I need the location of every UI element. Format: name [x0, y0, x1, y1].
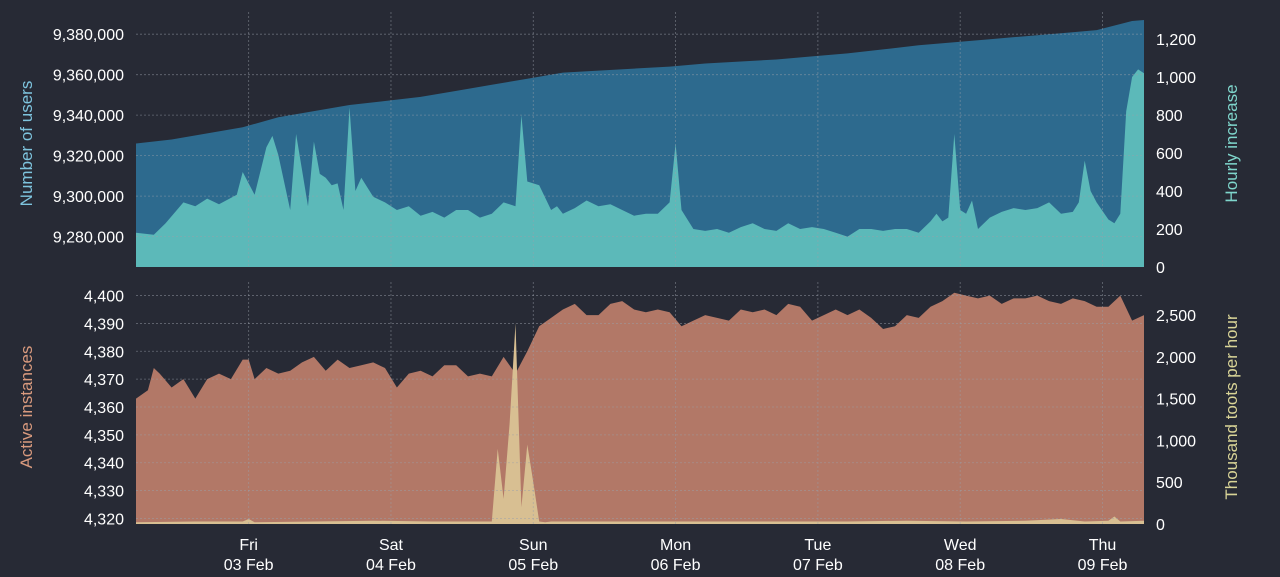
bottom-left-axis-title: Active instances — [17, 346, 36, 469]
top-right-tick-label: 1,200 — [1156, 32, 1196, 49]
x-tick-day-label: Fri — [239, 537, 258, 554]
top-series-right-area — [136, 69, 1144, 268]
x-tick-date-label: 03 Feb — [224, 557, 274, 574]
x-axis: Fri 03 Feb Sat 04 Feb Sun 05 Feb Mon 06 Feb Tue 0… — [224, 537, 1128, 574]
chart-panels: 9,280,000 9,300,000 9,320,000 9,340,000 9,36… — [17, 12, 1241, 534]
x-tick-day-label: Thu — [1089, 537, 1117, 554]
x-tick-date-label: 07 Feb — [793, 557, 843, 574]
bottom-right-tick-label: 500 — [1156, 475, 1183, 492]
bottom-left-tick-label: 4,330 — [84, 484, 124, 501]
x-tick-day-label: Sat — [379, 537, 404, 554]
bottom-right-tick-label: 1,000 — [1156, 433, 1196, 450]
top-right-tick-label: 0 — [1156, 260, 1165, 277]
bottom-left-tick-label: 4,390 — [84, 316, 124, 333]
x-tick-day-label: Sun — [519, 537, 547, 554]
bottom-left-tick-label: 4,350 — [84, 428, 124, 445]
bottom-right-tick-label: 1,500 — [1156, 392, 1196, 409]
x-tick-day-label: Mon — [660, 537, 691, 554]
x-tick-date-label: 06 Feb — [651, 557, 701, 574]
top-right-tick-label: 600 — [1156, 146, 1183, 163]
bottom-left-tick-label: 4,370 — [84, 372, 124, 389]
bottom-left-tick-label: 4,320 — [84, 511, 124, 528]
top-left-tick-label: 9,320,000 — [53, 149, 124, 166]
top-right-tick-label: 400 — [1156, 184, 1183, 201]
top-right-tick-label: 200 — [1156, 222, 1183, 239]
x-tick-date-label: 08 Feb — [935, 557, 985, 574]
x-tick-day-label: Tue — [804, 537, 831, 554]
bottom-series-left-area — [136, 292, 1144, 524]
top-right-tick-label: 800 — [1156, 108, 1183, 125]
bottom-panel: 4,320 4,330 4,340 4,350 4,360 4,370 4,380 4,390… — [17, 282, 1241, 534]
bottom-left-tick-label: 4,360 — [84, 400, 124, 417]
bottom-right-axis-title: Thousand toots per hour — [1222, 314, 1241, 500]
bottom-left-tick-label: 4,400 — [84, 289, 124, 306]
top-left-tick-label: 9,280,000 — [53, 230, 124, 247]
x-tick-date-label: 04 Feb — [366, 557, 416, 574]
bottom-left-tick-label: 4,340 — [84, 456, 124, 473]
top-left-tick-label: 9,360,000 — [53, 68, 124, 85]
x-tick-day-label: Wed — [944, 537, 977, 554]
bottom-left-tick-label: 4,380 — [84, 344, 124, 361]
top-left-tick-label: 9,300,000 — [53, 189, 124, 206]
bottom-right-tick-label: 2,500 — [1156, 308, 1196, 325]
bottom-right-tick-label: 2,000 — [1156, 350, 1196, 367]
top-left-axis-title: Number of users — [17, 81, 36, 207]
bottom-right-tick-label: 0 — [1156, 517, 1165, 534]
top-right-axis-title: Hourly increase — [1222, 84, 1241, 202]
top-panel: 9,280,000 9,300,000 9,320,000 9,340,000 9,36… — [17, 12, 1241, 277]
x-tick-date-label: 05 Feb — [508, 557, 558, 574]
x-tick-date-label: 09 Feb — [1078, 557, 1128, 574]
top-left-tick-label: 9,340,000 — [53, 108, 124, 125]
top-right-tick-label: 1,000 — [1156, 70, 1196, 87]
top-left-tick-label: 9,380,000 — [53, 27, 124, 44]
